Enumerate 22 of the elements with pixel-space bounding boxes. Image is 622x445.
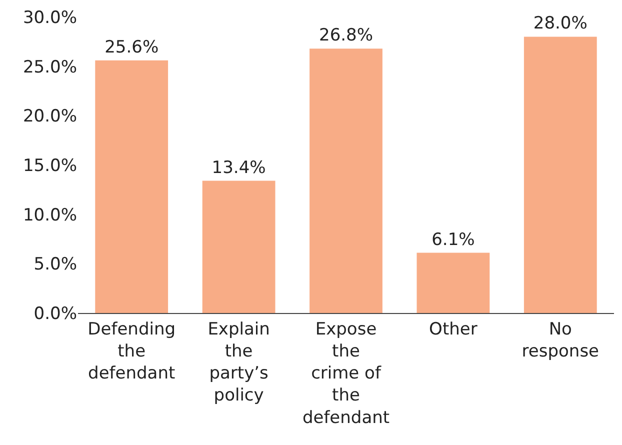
y-tick-label: 5.0% [34, 254, 77, 275]
x-tick-label: Defending the defendant [88, 319, 176, 384]
y-tick-label: 15.0% [22, 156, 77, 176]
x-tick-label: Explain the party’s policy [208, 319, 270, 406]
data-label: 25.6% [104, 37, 159, 58]
bar [310, 48, 382, 313]
data-label: 26.8% [318, 26, 374, 46]
y-tick-label: 20.0% [22, 106, 77, 127]
x-tick-label: Expose the crime of the defendant [302, 319, 390, 428]
bar [524, 36, 597, 313]
y-tick-label: 10.0% [22, 205, 77, 226]
bar [95, 60, 168, 313]
y-tick-label: 0.0% [34, 304, 77, 324]
y-tick-label: 30.0% [22, 8, 77, 28]
x-tick-label: No response [522, 319, 600, 362]
bar [202, 180, 276, 313]
bar [416, 252, 490, 313]
y-tick-label: 25.0% [22, 57, 77, 78]
data-label: 6.1% [432, 230, 475, 250]
data-label: 28.0% [533, 14, 588, 34]
x-tick-label: Other [429, 319, 478, 340]
data-label: 13.4% [212, 158, 266, 178]
